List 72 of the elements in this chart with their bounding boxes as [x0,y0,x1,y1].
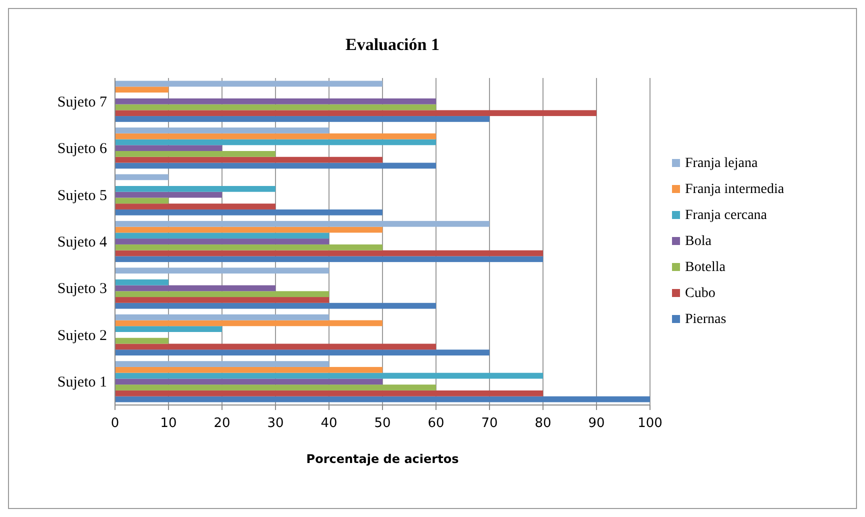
legend-label: Cubo [685,286,716,301]
bar [115,366,382,373]
bar [115,156,382,163]
bar [115,244,382,250]
bar [115,104,436,110]
legend-label: Franja intermedia [685,182,785,197]
y-tick-label: Sujeto 2 [57,328,107,344]
bar [115,320,382,326]
bar [115,86,168,93]
bar [115,226,382,233]
x-tick-label: 10 [160,416,177,431]
bar [115,133,436,140]
bar [115,220,490,227]
bar [115,396,650,402]
bar [115,384,436,390]
bar [115,378,382,385]
bar [115,209,382,216]
bar [115,145,222,152]
bar [115,238,329,244]
legend-label: Franja lejana [685,156,758,171]
x-tick-label: 100 [638,416,662,431]
bar [115,186,276,192]
bar [115,326,222,332]
bar [115,302,436,309]
bar [115,162,436,169]
x-tick-label: 40 [320,416,338,431]
bar [115,80,382,87]
bar [115,268,329,274]
y-tick-label: Sujeto 7 [57,94,108,110]
bar [115,297,329,303]
x-axis-title: Porcentaje de aciertos [306,452,459,466]
bar [115,390,543,396]
x-tick-label: 50 [374,416,391,431]
legend-label: Bola [685,234,712,249]
bar [115,232,329,239]
y-tick-label: Sujeto 5 [57,188,107,204]
x-tick-label: 80 [534,416,552,431]
bar [115,139,436,146]
bar [115,291,329,298]
bar [115,350,490,356]
bar [115,110,596,116]
legend-label: Franja cercana [685,208,768,223]
legend-label: Piernas [685,312,726,327]
x-tick-label: 20 [214,416,230,431]
y-tick-label: Sujeto 3 [57,281,107,298]
bar [115,98,436,104]
bar [115,314,329,320]
bar [115,256,543,262]
y-tick-label: Sujeto 6 [57,141,108,158]
bar [115,361,329,367]
bar [115,285,276,292]
bar [115,279,168,286]
x-tick-label: 70 [481,416,498,431]
bar [115,344,436,350]
bar [115,204,276,210]
x-tick-label: 60 [428,416,444,431]
bar [115,128,329,134]
x-tick-label: 0 [110,416,120,431]
bar [115,338,168,344]
x-tick-label: 90 [588,416,605,431]
bar [115,198,168,204]
y-tick-label: Sujeto 4 [57,234,108,250]
legend-label: Botella [685,260,726,275]
x-tick-label: 30 [267,416,284,431]
bar [115,192,222,198]
bar [115,250,543,256]
y-tick-label: Sujeto 1 [57,374,107,391]
bar [115,174,168,180]
bar [115,151,276,157]
chart-title: Evaluación 1 [346,35,440,54]
bar [115,372,543,379]
bar [115,116,490,122]
